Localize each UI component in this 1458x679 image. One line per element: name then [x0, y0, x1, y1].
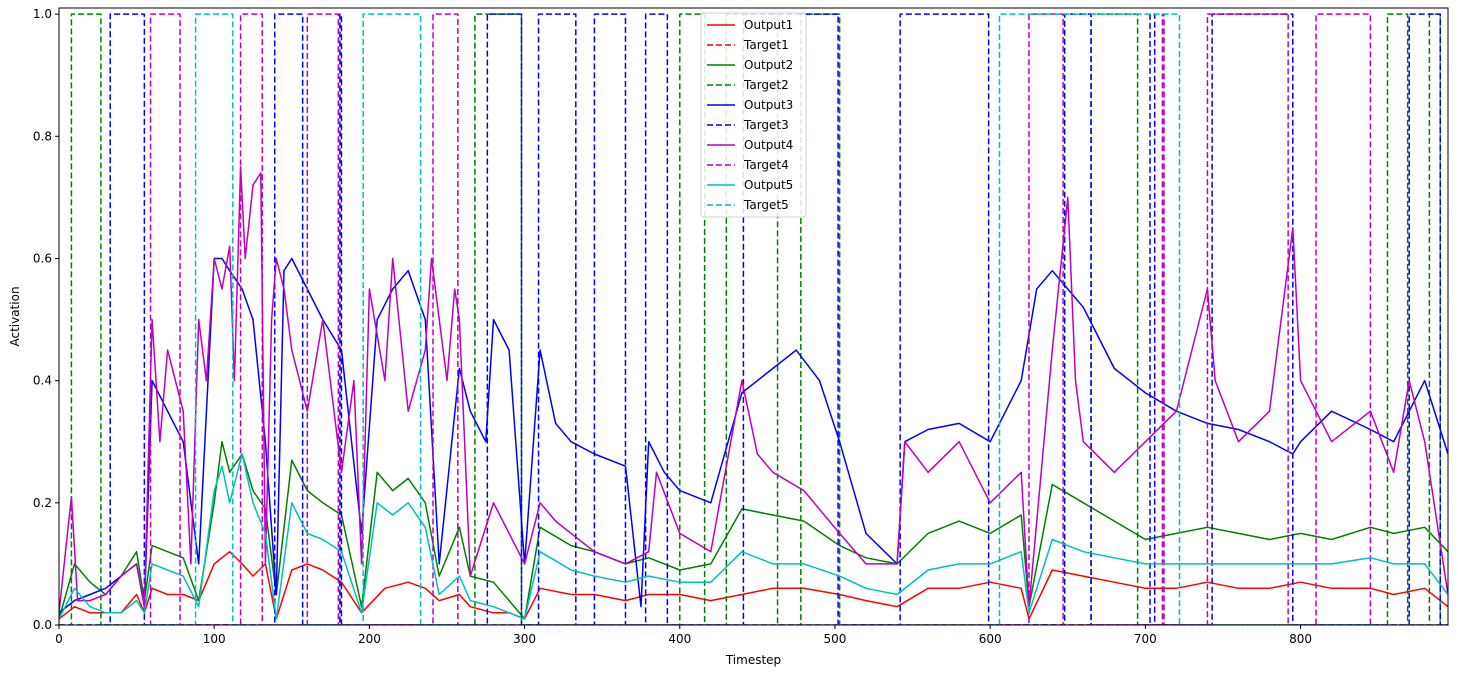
y-tick-label: 0.8	[33, 129, 52, 143]
x-tick-label: 0	[55, 632, 63, 646]
series-line-output1	[59, 550, 1448, 620]
x-axis: 0 100 200 300 400 500 600 700 800	[55, 625, 1312, 646]
series-line-target2	[59, 13, 1448, 625]
series-line-output3	[59, 257, 1448, 614]
legend-label-output2: Output2	[744, 58, 793, 72]
legend-label-output1: Output1	[744, 18, 793, 32]
x-tick-label: 800	[1289, 632, 1312, 646]
y-axis: 0.0 0.2 0.4 0.6 0.8 1.0	[33, 7, 59, 632]
plot-area-frame	[58, 7, 1449, 626]
x-tick-label: 200	[358, 632, 381, 646]
x-tick-label: 300	[513, 632, 536, 646]
legend-label-target5: Target5	[743, 198, 789, 212]
x-tick-label: 600	[979, 632, 1002, 646]
y-axis-title: Activation	[8, 286, 22, 346]
y-tick-label: 0.0	[33, 618, 52, 632]
legend-label-target2: Target2	[743, 78, 789, 92]
legend-box	[700, 12, 807, 218]
y-tick-label: 0.4	[33, 374, 52, 388]
x-axis-title: Timestep	[725, 653, 781, 667]
legend-label-target4: Target4	[743, 158, 789, 172]
legend-label-output4: Output4	[744, 138, 793, 152]
y-tick-label: 0.2	[33, 496, 52, 510]
x-tick-label: 700	[1134, 632, 1157, 646]
series-line-target5	[59, 13, 1448, 625]
legend-label-target3: Target3	[743, 118, 789, 132]
legend: Output1 Target1 Output2 Target2 Output3 Targe…	[700, 12, 807, 218]
series-line-output5	[59, 453, 1448, 620]
x-tick-label: 500	[824, 632, 847, 646]
series-line-output4	[59, 166, 1448, 613]
legend-label-target1: Target1	[743, 38, 789, 52]
x-tick-label: 400	[668, 632, 691, 646]
legend-label-output3: Output3	[744, 98, 793, 112]
y-tick-label: 0.6	[33, 251, 52, 265]
y-tick-label: 1.0	[33, 7, 52, 21]
x-tick-label: 100	[203, 632, 226, 646]
legend-label-output5: Output5	[744, 178, 793, 192]
